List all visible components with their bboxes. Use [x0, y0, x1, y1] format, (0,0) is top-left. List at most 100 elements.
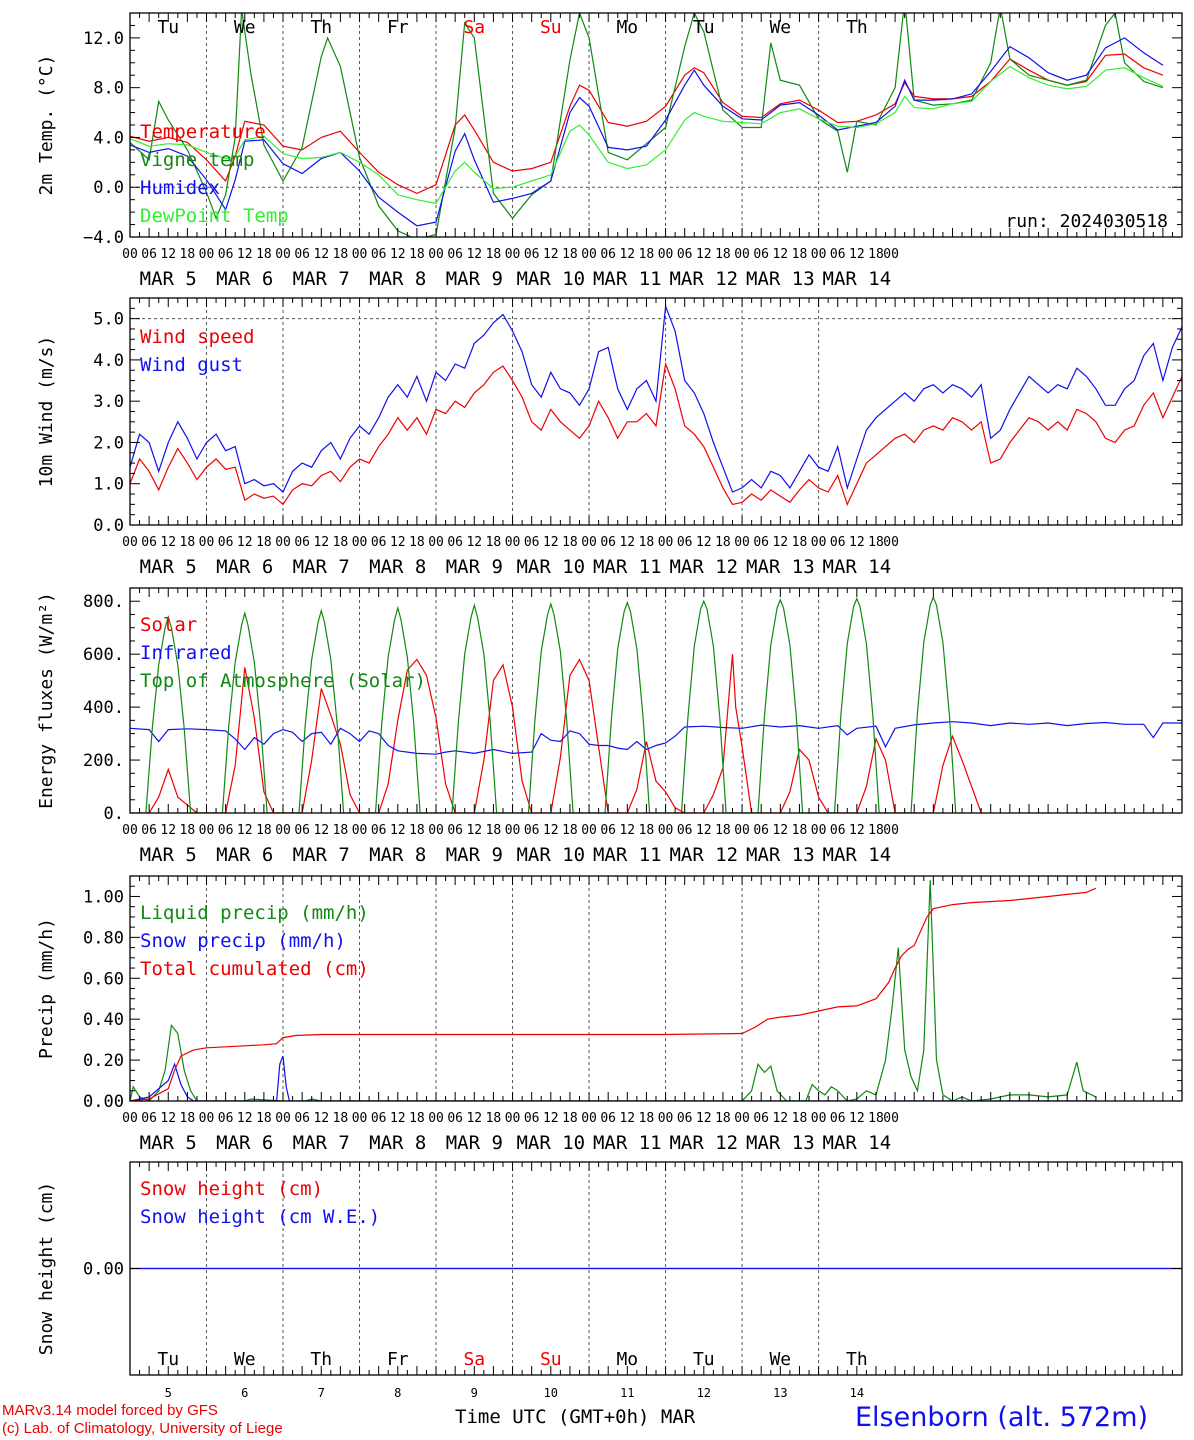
hour-label: 18	[180, 1111, 196, 1126]
hour-label: 06	[218, 535, 234, 550]
date-label: MAR 7	[293, 556, 350, 578]
y-tick-label: 2.0	[93, 433, 124, 453]
series-line	[130, 721, 1182, 755]
hour-label: 06	[141, 1111, 157, 1126]
hour-label: 06	[371, 247, 387, 262]
hour-label: 06	[830, 535, 846, 550]
date-label: MAR 13	[746, 268, 815, 290]
y-tick-label: 200.	[83, 751, 124, 771]
date-label: MAR 14	[823, 268, 892, 290]
date-label: MAR 8	[369, 844, 426, 866]
hour-label: 00	[883, 823, 899, 838]
hour-label: 12	[237, 823, 253, 838]
hour-label: 12	[849, 247, 865, 262]
y-tick-label: 0.0	[93, 516, 124, 536]
hour-label: 06	[294, 823, 310, 838]
y-tick-label: 4.0	[93, 128, 124, 148]
hour-label: 00	[658, 247, 674, 262]
date-label: MAR 11	[593, 556, 662, 578]
date-label: MAR 12	[669, 844, 738, 866]
hour-label: 12	[619, 247, 635, 262]
hour-label: 12	[466, 1111, 482, 1126]
y-tick-label: 800.	[83, 592, 124, 612]
hour-label: 18	[409, 1111, 425, 1126]
weekday-label: Fr	[387, 17, 409, 38]
series-line	[130, 306, 1182, 493]
plot-frame	[129, 297, 1183, 526]
hour-label: 00	[883, 1111, 899, 1126]
date-label: MAR 7	[293, 268, 350, 290]
hour-label: 00	[122, 1111, 138, 1126]
date-label: MAR 9	[446, 844, 503, 866]
legend-entry: Total cumulated (cm)	[140, 958, 369, 980]
date-label: MAR 5	[140, 1132, 197, 1154]
hour-label: 00	[275, 1111, 291, 1126]
series-line	[130, 1055, 1096, 1101]
hour-label: 12	[772, 823, 788, 838]
hour-label: 18	[792, 535, 808, 550]
hour-label: 18	[639, 247, 655, 262]
hour-label: 06	[830, 823, 846, 838]
hour-label: 18	[868, 1111, 884, 1126]
y-tick-label: 0.00	[83, 1260, 124, 1280]
panel-4: 0.00 0.20 0.40 0.60 0.80 1.00 Precip (mm/h) Liq…	[36, 875, 1183, 1154]
hour-label: 12	[772, 247, 788, 262]
hour-label: 18	[180, 247, 196, 262]
hour-label: 18	[409, 247, 425, 262]
hour-label: 00	[734, 247, 750, 262]
hour-label: 00	[199, 823, 215, 838]
y-tick-label: 0.0	[93, 178, 124, 198]
hour-label: 18	[256, 823, 272, 838]
weekday-label: Sa	[463, 17, 485, 38]
date-label: MAR 13	[746, 1132, 815, 1154]
hour-label: 06	[141, 535, 157, 550]
hour-label: 06	[371, 535, 387, 550]
hour-label: 06	[371, 1111, 387, 1126]
y-tick-label: 0.40	[83, 1010, 124, 1030]
day-number-label: 5	[165, 1386, 172, 1400]
hour-label: 18	[486, 535, 502, 550]
hour-label: 00	[428, 823, 444, 838]
time-axis-label: Time UTC (GMT+0h) MAR	[455, 1406, 696, 1428]
hour-label: 18	[715, 247, 731, 262]
date-label: MAR 10	[516, 556, 585, 578]
day-number-label: 12	[697, 1386, 711, 1400]
date-label: MAR 5	[140, 556, 197, 578]
hour-label: 06	[447, 823, 463, 838]
weekday-label: Fr	[387, 1349, 409, 1370]
panel-2: 0.0 1.0 2.0 3.0 4.0 5.0 10m Wind (m/s) Wind spe…	[36, 297, 1183, 578]
y-axis-title: Precip (mm/h)	[36, 918, 57, 1059]
hour-label: 00	[275, 535, 291, 550]
hour-label: 00	[505, 1111, 521, 1126]
hour-label: 18	[256, 247, 272, 262]
date-label: MAR 11	[593, 844, 662, 866]
day-number-label: 10	[544, 1386, 558, 1400]
y-axis-title: 2m Temp. (°C)	[36, 55, 57, 196]
hour-label: 00	[811, 535, 827, 550]
hour-label: 06	[524, 247, 540, 262]
hour-label: 18	[639, 1111, 655, 1126]
hour-label: 12	[696, 247, 712, 262]
y-tick-label: 400.	[83, 698, 124, 718]
hour-label: 12	[313, 823, 329, 838]
date-label: MAR 7	[293, 1132, 350, 1154]
y-axis-title: Energy fluxes (W/m²)	[36, 592, 57, 809]
hour-label: 12	[237, 535, 253, 550]
hour-label: 06	[218, 247, 234, 262]
hour-label: 06	[600, 1111, 616, 1126]
hour-label: 12	[466, 247, 482, 262]
hour-label: 00	[505, 823, 521, 838]
hour-label: 06	[600, 535, 616, 550]
y-tick-label: −4.0	[83, 228, 124, 248]
series-line	[130, 887, 1097, 1101]
y-tick-label: 0.00	[83, 1092, 124, 1112]
y-tick-label: 3.0	[93, 392, 124, 412]
hour-label: 12	[849, 823, 865, 838]
weekday-label: Th	[310, 17, 332, 38]
day-number-label: 9	[471, 1386, 478, 1400]
hour-label: 18	[333, 823, 349, 838]
legend-entry: Humidex	[140, 177, 220, 199]
date-label: MAR 12	[669, 1132, 738, 1154]
date-label: MAR 5	[140, 844, 197, 866]
